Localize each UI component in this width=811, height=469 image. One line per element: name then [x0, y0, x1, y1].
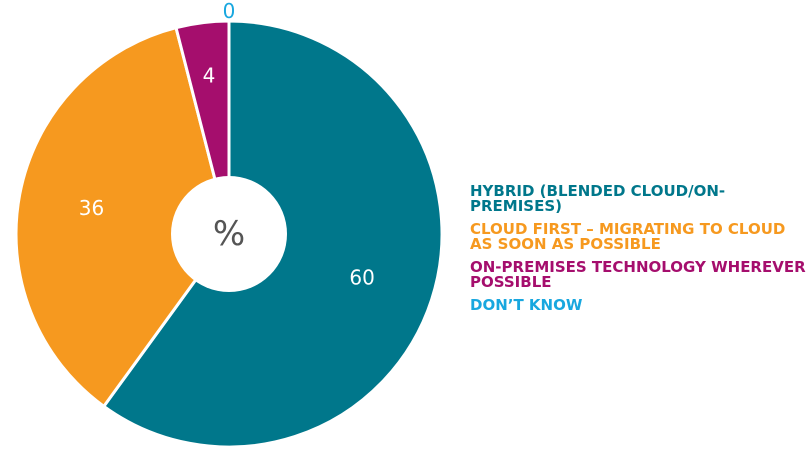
- center-hole: [171, 176, 287, 292]
- legend-item: HYBRID (BLENDED CLOUD/ON-PREMISES): [470, 182, 726, 215]
- legend-item: ON-PREMISES TECHNOLOGY WHEREVER POSSIBLE: [470, 258, 806, 291]
- value-label: 36: [79, 196, 104, 220]
- center-label: %: [213, 214, 245, 254]
- value-label: 0: [223, 0, 236, 23]
- value-label: 60: [349, 265, 374, 289]
- legend-item: DON’T KNOW: [470, 296, 583, 314]
- value-label: 4: [203, 63, 216, 87]
- legend-item: CLOUD FIRST – MIGRATING TO CLOUD AS SOON…: [470, 220, 786, 253]
- pie-slice: [14, 25, 231, 409]
- legend: HYBRID (BLENDED CLOUD/ON-PREMISES) CLOUD …: [470, 184, 810, 321]
